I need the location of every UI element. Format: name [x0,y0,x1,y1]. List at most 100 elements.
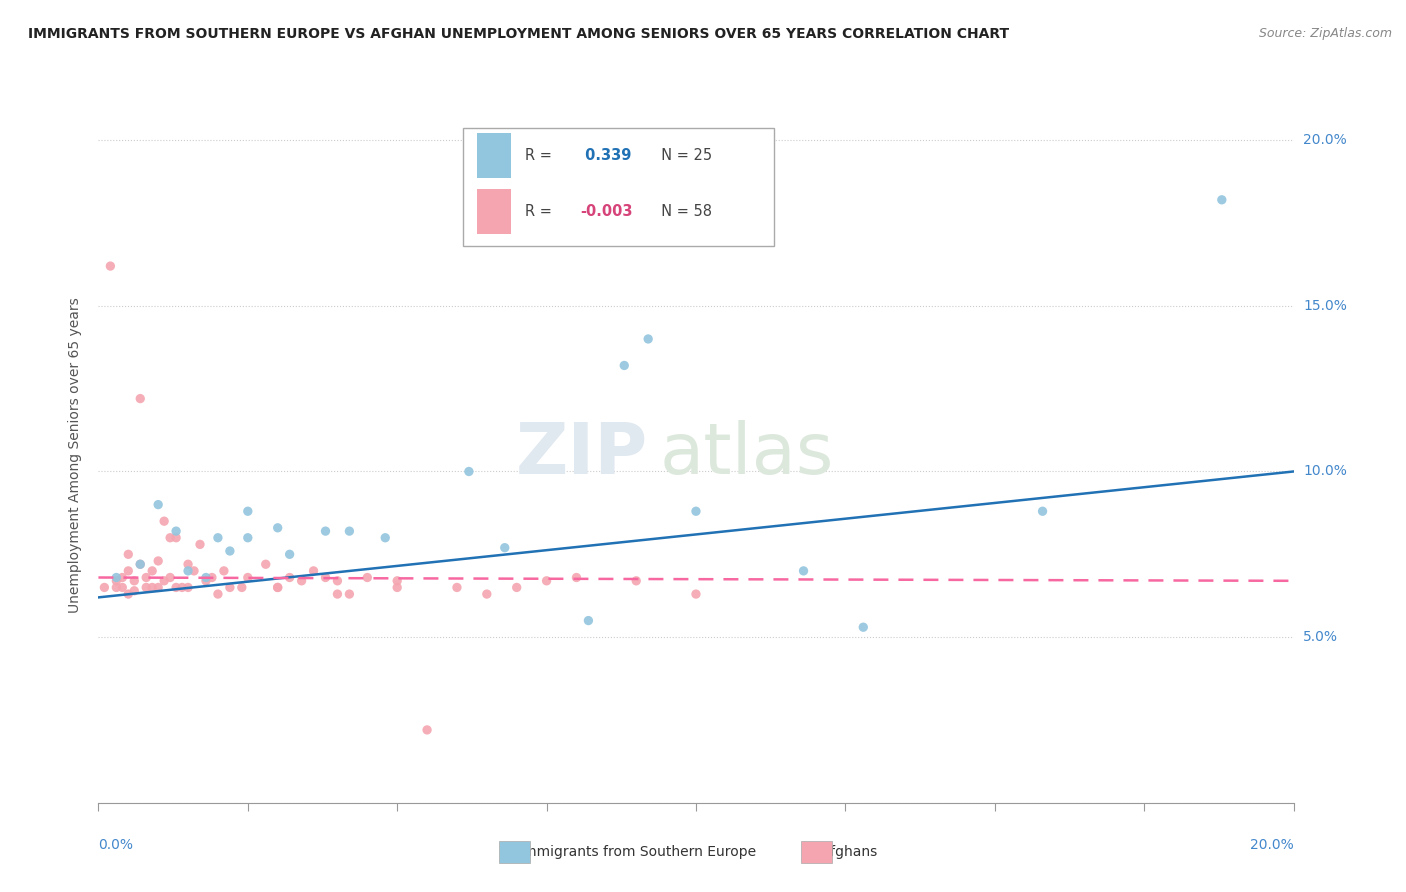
Text: 15.0%: 15.0% [1303,299,1347,313]
Point [506,581,529,595]
Point [267,521,290,535]
Point [117,547,139,561]
Point [339,524,360,538]
Point [153,574,176,588]
Point [165,581,187,595]
Point [356,570,378,584]
Point [148,498,170,512]
Text: Source: ZipAtlas.com: Source: ZipAtlas.com [1258,27,1392,40]
Point [135,570,157,584]
Point [315,524,337,538]
Point [685,504,707,518]
Point [267,581,290,595]
Point [236,570,259,584]
Text: 20.0%: 20.0% [1250,838,1294,853]
Point [105,581,128,595]
Point [565,570,588,584]
Point [129,558,152,572]
Point [207,531,229,545]
Point [141,564,163,578]
Point [117,564,139,578]
Point [153,514,176,528]
Point [374,531,396,545]
Point [165,531,187,545]
Point [278,570,301,584]
Point [129,558,152,572]
Point [124,583,146,598]
Point [326,574,349,588]
Point [111,570,134,584]
Point [416,723,439,737]
Point [207,587,229,601]
Text: N = 25: N = 25 [652,148,711,163]
Point [172,581,194,595]
Text: Immigrants from Southern Europe: Immigrants from Southern Europe [506,845,756,859]
Point [385,581,409,595]
Point [458,465,481,479]
Point [578,614,600,628]
FancyBboxPatch shape [477,189,510,234]
Text: 0.0%: 0.0% [98,838,134,853]
Point [177,564,200,578]
Point [148,554,170,568]
Point [135,581,157,595]
Point [194,570,218,584]
Point [141,581,163,595]
Point [93,581,115,595]
Y-axis label: Unemployment Among Seniors over 65 years: Unemployment Among Seniors over 65 years [69,297,83,613]
Point [793,564,815,578]
Point [385,574,409,588]
Text: IMMIGRANTS FROM SOUTHERN EUROPE VS AFGHAN UNEMPLOYMENT AMONG SENIORS OVER 65 YEA: IMMIGRANTS FROM SOUTHERN EUROPE VS AFGHA… [28,27,1010,41]
Point [339,587,360,601]
Point [267,581,290,595]
Point [254,558,277,572]
Point [231,581,253,595]
Point [278,547,301,561]
Text: atlas: atlas [661,420,835,490]
Point [212,564,235,578]
Point [1211,193,1233,207]
Point [98,259,122,273]
Text: R =: R = [524,203,557,219]
Point [188,537,211,551]
Point [148,581,170,595]
Point [159,531,181,545]
Point [194,574,218,588]
FancyBboxPatch shape [477,133,510,178]
Point [219,544,242,558]
Point [302,564,325,578]
Point [124,574,146,588]
Point [290,574,312,588]
Text: -0.003: -0.003 [581,203,633,219]
Point [117,587,139,601]
FancyBboxPatch shape [463,128,773,246]
Point [536,574,558,588]
Point [111,581,134,595]
Point [219,581,242,595]
Point [624,574,647,588]
Point [201,570,224,584]
Text: 10.0%: 10.0% [1303,465,1347,478]
Point [236,504,259,518]
Point [446,581,468,595]
Point [165,524,187,538]
Text: 0.339: 0.339 [581,148,631,163]
Point [177,558,200,572]
Text: R =: R = [524,148,557,163]
Text: 5.0%: 5.0% [1303,630,1339,644]
Point [129,392,152,406]
Point [685,587,707,601]
Point [613,359,636,373]
Point [315,570,337,584]
Point [177,581,200,595]
Point [159,570,181,584]
Point [105,574,128,588]
Text: N = 58: N = 58 [652,203,711,219]
Point [852,620,875,634]
Point [183,564,205,578]
Point [1032,504,1054,518]
Point [105,570,128,584]
Text: Afghans: Afghans [808,845,877,859]
Text: 20.0%: 20.0% [1303,133,1347,147]
Point [494,541,516,555]
